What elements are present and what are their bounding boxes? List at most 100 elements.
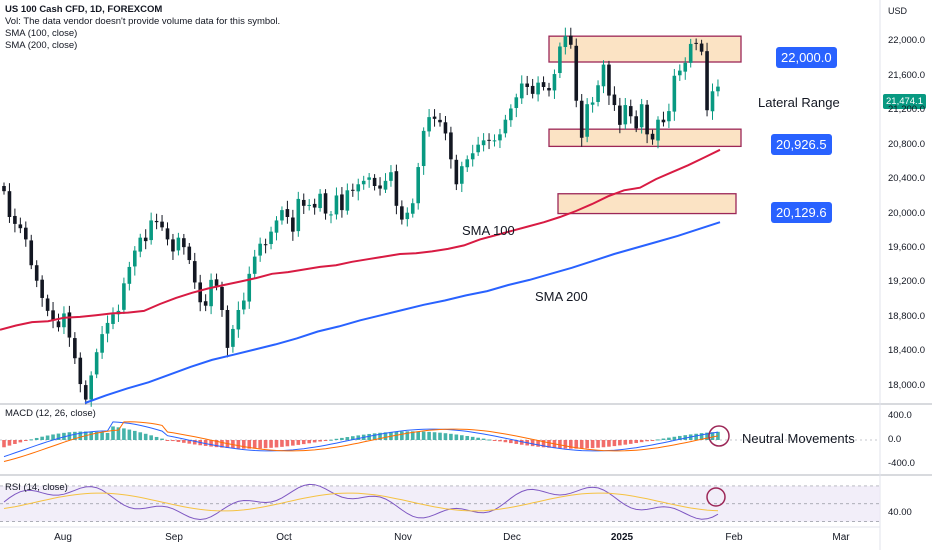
candle [514,97,519,108]
symbol-title[interactable]: US 100 Cash CFD, 1D, FOREXCOM [5,4,163,15]
candle [334,195,339,215]
macd-title[interactable]: MACD (12, 26, close) [5,408,96,419]
candle [672,75,677,112]
candle [225,310,230,348]
time-tick-label: Oct [276,532,292,543]
price-tick-label: 21,200.0 [888,104,925,116]
macd-bar [607,440,611,447]
time-tick-label: 2025 [610,532,634,543]
candle [7,191,12,217]
candle [351,189,355,191]
candle [318,193,322,209]
candle [345,190,350,211]
candle [601,64,606,87]
sma100-legend[interactable]: SMA (100, close) [5,28,78,39]
candle [427,117,431,132]
macd-bar [45,435,50,440]
candle [579,100,584,138]
price-tick-label: 19,200.0 [888,276,925,288]
sma200-legend[interactable]: SMA (200, close) [5,40,78,51]
macd-bar [650,440,655,441]
macd-bar [78,431,83,440]
macd-bar [383,432,388,440]
candle [705,51,709,111]
macd-bar [378,432,382,440]
macd-bar [492,440,497,441]
macd-bar [18,440,23,443]
level-tag-mid: 20,926.5 [771,134,832,155]
price-tick-label: 20,000.0 [888,207,925,219]
macd-bar [301,440,306,445]
candle [492,140,497,142]
macd-bar [187,440,192,444]
macd-bar [470,436,475,440]
sma100-line [0,148,721,331]
macd-bar [569,440,573,449]
macd-bar [449,433,453,440]
rsi-title[interactable]: RSI (14, close) [5,482,68,493]
macd-bar [269,440,273,448]
macd-bar [149,435,153,440]
candle [503,119,508,134]
macd-bar [667,437,671,440]
macd-bar [683,435,688,440]
level-tag-low: 20,129.6 [771,202,832,223]
candle [449,132,453,160]
candle [590,102,595,105]
macd-bar [138,432,143,440]
candle [509,108,513,121]
candle [667,111,671,122]
candle [405,212,410,220]
macd-bar [209,440,213,447]
candle [274,220,279,233]
candle [454,159,459,185]
macd-bar [443,433,448,440]
macd-bar [67,432,72,440]
candle [67,312,72,338]
macd-bar [563,440,568,449]
macd-bar [372,433,377,440]
candle [252,256,257,274]
candle [710,91,715,112]
price-tick-label: 20,400.0 [888,173,925,185]
candle [547,88,551,91]
candle [585,104,589,137]
candle [160,221,164,228]
candle [149,220,153,241]
volume-note: Vol: The data vendor doesn't provide vol… [5,16,281,27]
candle [209,279,213,307]
candle [291,217,295,232]
macd-bar [421,431,426,440]
candle [45,298,50,311]
candle [236,310,241,330]
candle [329,214,333,216]
macd-bar [160,438,164,440]
macd-bar [672,436,677,440]
candle [563,36,568,48]
candle [443,122,448,134]
candle [394,171,399,206]
candle [383,180,388,190]
candle [639,104,644,128]
price-tick-label: 19,600.0 [888,242,925,253]
level-tag-high: 22,000.0 [776,47,837,68]
price-tick-label: 18,000.0 [888,379,925,391]
candle [400,206,404,220]
macd-bar [318,440,322,442]
candle [143,237,148,242]
macd-bar [476,437,480,440]
macd-bar [694,433,698,440]
lateral-range-label: Lateral Range [758,95,840,110]
candle [470,153,475,160]
time-tick-label: Dec [503,532,521,543]
macd-bar [154,436,159,440]
candle [301,199,306,206]
macd-bar [13,440,17,444]
candle [214,279,219,286]
candle [73,338,77,359]
currency-label[interactable]: USD [888,6,908,16]
macd-bar [705,432,709,440]
macd-bar [710,432,715,440]
macd-bar [203,440,208,446]
